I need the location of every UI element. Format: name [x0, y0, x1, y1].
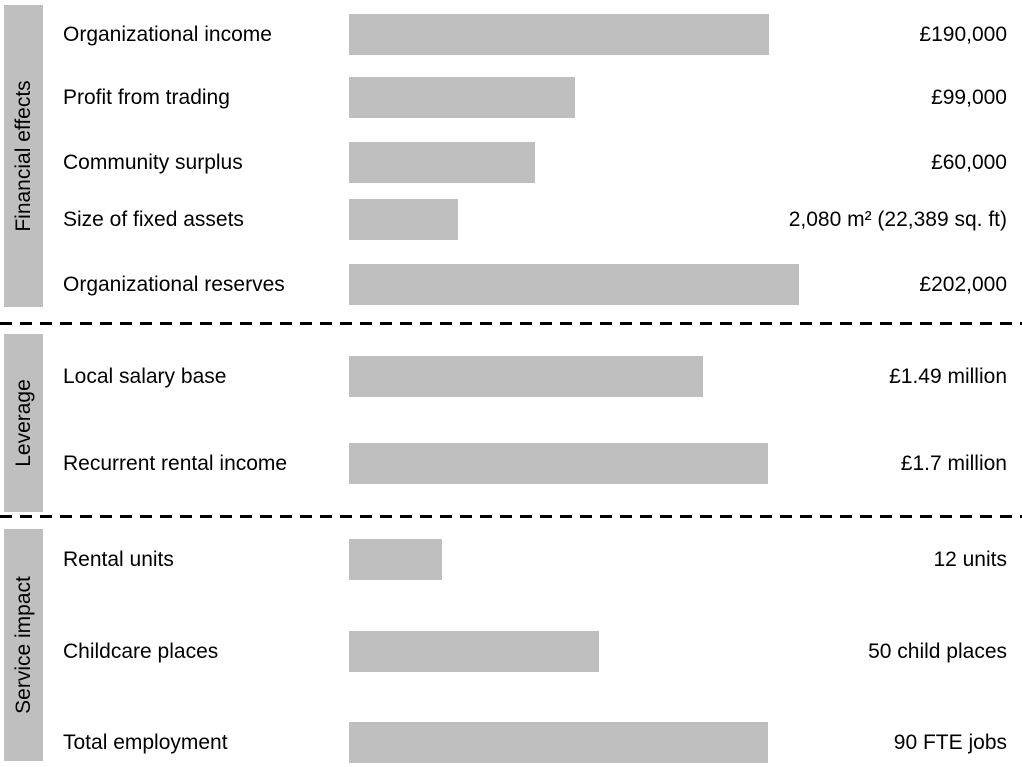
bar-community-surplus [349, 142, 535, 183]
row-label-organizational-income: Organizational income [63, 23, 272, 46]
row-label-local-salary-base: Local salary base [63, 365, 227, 388]
bar-size-of-fixed-assets [349, 199, 458, 240]
row-label-size-of-fixed-assets: Size of fixed assets [63, 208, 244, 231]
bar-organizational-income [349, 14, 769, 55]
bar-organizational-reserves [349, 264, 799, 305]
bar-childcare-places [349, 631, 599, 672]
row-value-rental-units: 12 units [933, 548, 1007, 571]
row-value-profit-from-trading: £99,000 [931, 86, 1007, 109]
row-label-community-surplus: Community surplus [63, 151, 243, 174]
row-value-organizational-income: £190,000 [919, 23, 1007, 46]
section-separator-2 [0, 515, 1022, 518]
row-value-recurrent-rental-income: £1.7 million [900, 452, 1007, 475]
bar-rental-units [349, 539, 442, 580]
section-sidebar-leverage: Leverage [4, 334, 43, 512]
row-label-rental-units: Rental units [63, 548, 174, 571]
section-sidebar-financial-effects: Financial effects [4, 5, 43, 307]
row-value-size-of-fixed-assets: 2,080 m² (22,389 sq. ft) [788, 208, 1007, 231]
section-title-service-impact: Service impact [11, 576, 35, 714]
section-sidebar-service-impact: Service impact [4, 529, 43, 761]
row-label-organizational-reserves: Organizational reserves [63, 273, 285, 296]
row-value-organizational-reserves: £202,000 [919, 273, 1007, 296]
row-value-community-surplus: £60,000 [931, 151, 1007, 174]
bar-recurrent-rental-income [349, 443, 768, 484]
row-label-childcare-places: Childcare places [63, 640, 219, 663]
row-label-total-employment: Total employment [63, 731, 228, 754]
section-title-leverage: Leverage [11, 379, 35, 467]
section-title-financial-effects: Financial effects [11, 80, 35, 232]
row-value-childcare-places: 50 child places [868, 640, 1007, 663]
bar-local-salary-base [349, 356, 703, 397]
row-label-recurrent-rental-income: Recurrent rental income [63, 452, 288, 475]
row-label-profit-from-trading: Profit from trading [63, 86, 230, 109]
bar-profit-from-trading [349, 77, 575, 118]
row-value-total-employment: 90 FTE jobs [893, 731, 1007, 754]
section-separator-1 [0, 322, 1022, 325]
row-value-local-salary-base: £1.49 million [889, 365, 1007, 388]
bar-total-employment [349, 722, 768, 763]
